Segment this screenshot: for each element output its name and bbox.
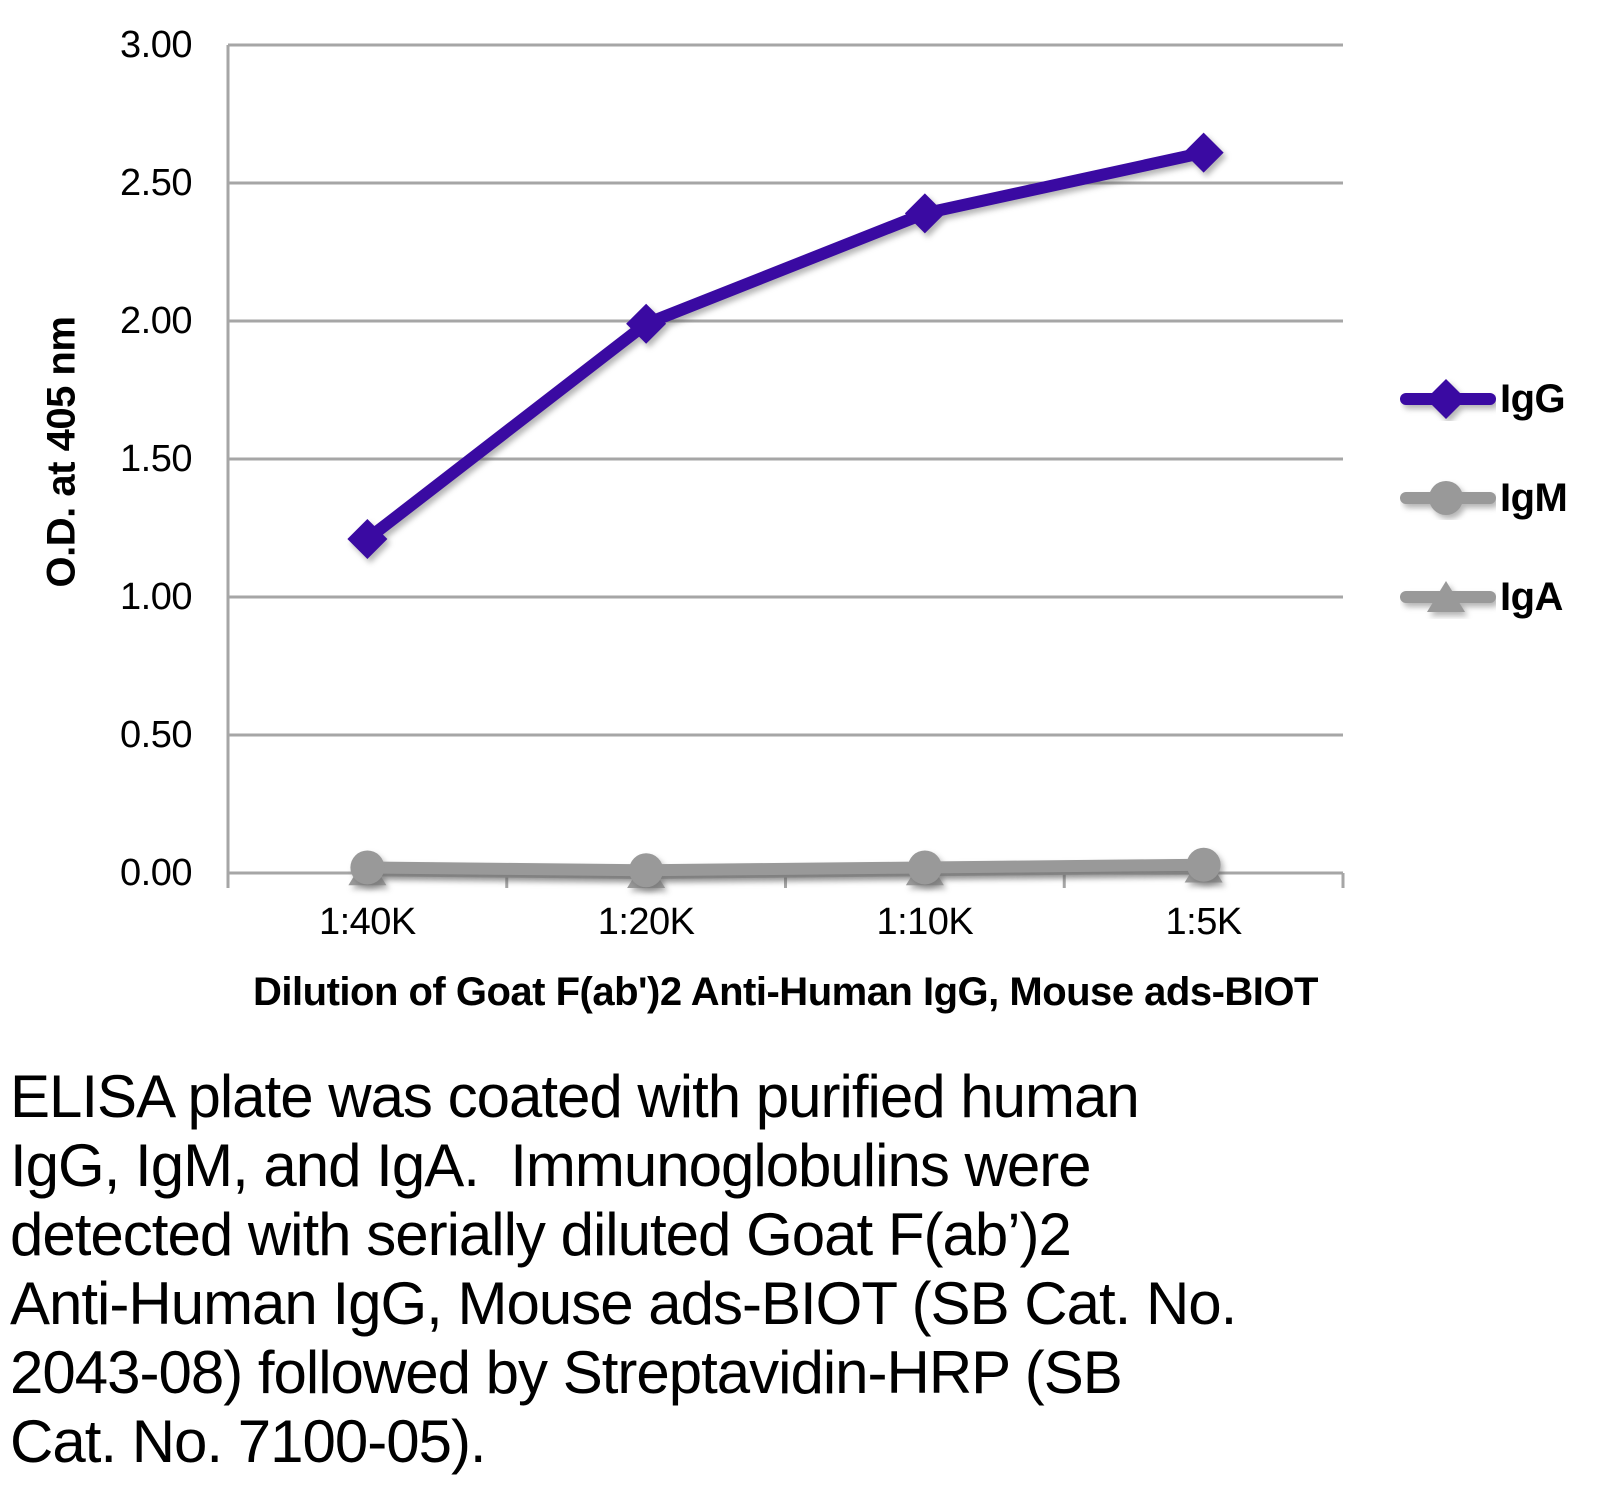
y-tick-label: 3.00 [120,24,192,66]
legend-item-label: IgG [1500,376,1566,421]
legend-item-IgM: IgM [1400,475,1568,520]
marker-IgG-1:5K [1183,132,1224,173]
legend-item-IgA: IgA [1400,574,1563,619]
marker-IgM-1:5K [1186,847,1221,882]
caption-line: detected with serially diluted Goat F(ab… [10,1201,1072,1268]
marker-IgM-1:10K [907,850,942,885]
y-tick-label: 1.00 [120,576,192,618]
caption-line: ELISA plate was coated with purified hum… [10,1063,1140,1130]
legend-item-label: IgA [1500,574,1563,619]
legend-marker-IgM [1429,481,1463,515]
marker-IgM-1:40K [350,850,385,885]
legend-marker-IgG [1426,379,1466,419]
y-tick-label: 1.50 [120,438,192,480]
legend-triangle-icon [1400,581,1496,612]
x-tick-label: 1:10K [876,901,974,943]
legend-diamond-icon [1400,379,1496,419]
marker-IgM-1:20K [629,853,664,888]
chart-canvas [226,43,1345,888]
y-tick-label: 0.50 [120,714,192,756]
x-axis-title: Dilution of Goat F(ab')2 Anti-Human IgG,… [253,970,1318,1014]
x-tick-label: 1:20K [597,901,695,943]
series-line-IgM [361,858,1210,877]
series-line-IgG [361,146,1210,546]
x-tick-label: 1:40K [318,901,416,943]
y-tick-label: 2.00 [120,300,192,342]
legend-circle-icon [1400,481,1496,515]
caption-line: Cat. No. 7100-05). [10,1408,487,1475]
legend-item-IgG: IgG [1400,376,1566,421]
series-IgG [347,132,1224,560]
x-tick-label: 1:5K [1165,901,1243,943]
marker-IgG-1:40K [347,519,388,560]
legend-marker-IgA [1427,581,1465,612]
caption-line: IgG, IgM, and IgA. Immunoglobulins were [10,1132,1092,1199]
caption-line: Anti-Human IgG, Mouse ads-BIOT (SB Cat. … [10,1270,1237,1337]
marker-IgG-1:10K [904,193,945,234]
y-tick-label: 0.00 [120,852,192,894]
marker-IgG-1:20K [626,303,667,344]
y-tick-label: 2.50 [120,162,192,204]
legend-item-label: IgM [1500,475,1568,520]
series-IgM [350,847,1221,888]
figure-caption: ELISA plate was coated with purified hum… [10,1062,1237,1476]
caption-line: 2043-08) followed by Streptavidin-HRP (S… [10,1339,1123,1406]
